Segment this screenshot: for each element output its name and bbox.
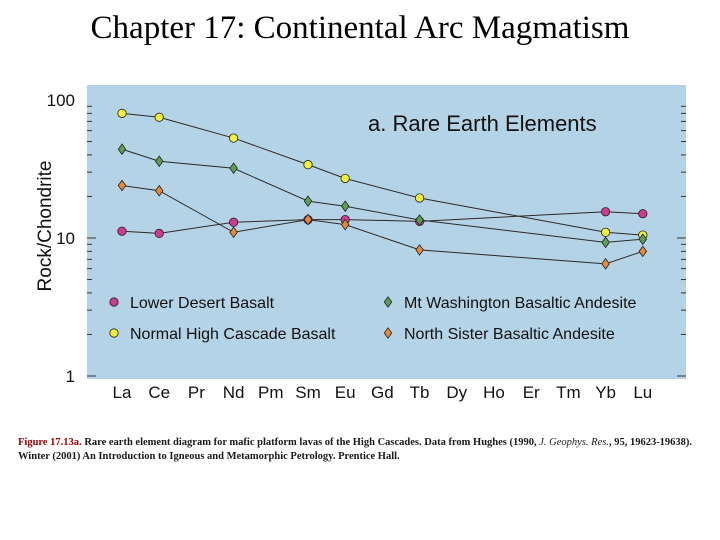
x-tick-label-la: La <box>113 383 132 402</box>
y-tick-label: 100 <box>47 91 75 110</box>
x-tick-label-ho: Ho <box>483 383 505 402</box>
x-tick-label-nd: Nd <box>223 383 245 402</box>
series-2-point-la <box>117 143 127 156</box>
series-0-point-lu <box>638 209 648 219</box>
series-line-1 <box>121 112 643 236</box>
series-2-point-lu <box>638 233 648 246</box>
x-tick-label-dy: Dy <box>446 383 467 402</box>
series-2-point-sm <box>303 195 313 208</box>
series-3-point-nd <box>229 226 238 239</box>
series-1-point-eu <box>340 173 350 184</box>
x-tick-label-tm: Tm <box>556 383 581 402</box>
caption-figure-label: Figure 17.13a. <box>18 437 82 448</box>
series-1-point-nd <box>229 133 239 143</box>
legend-label-3: North Sister Basaltic Andesite <box>404 326 615 343</box>
x-tick-label-eu: Eu <box>335 383 356 402</box>
legend-label-0: Lower Desert Basalt <box>130 295 275 312</box>
legend-marker-3 <box>383 327 393 339</box>
series-3-point-eu <box>340 218 350 231</box>
x-tick-label-lu: Lu <box>633 383 652 402</box>
slide-title: Chapter 17: Continental Arc Magmatism <box>90 10 630 46</box>
series-3-point-la <box>117 179 127 192</box>
caption-text-2: , 95, 19623-19638). Winter (2001) An Int… <box>18 437 693 462</box>
series-1-point-ce <box>154 112 164 122</box>
x-tick-label-tb: Tb <box>410 383 430 402</box>
ree-chart: 1 10 100 La Ce Pr Nd Pm Sm Eu Gd Tb Dy Ho Er Tm Yb Lu a.… <box>35 85 686 402</box>
series-1-point-sm <box>303 160 313 170</box>
series-3-point-yb <box>601 257 610 270</box>
x-axis-labels: La Ce Pr Nd Pm Sm Eu Gd Tb Dy Ho Er Tm Yb Lu <box>113 383 653 402</box>
series-3-point-tb <box>415 244 424 256</box>
series-2-point-nd <box>229 162 238 175</box>
series-3-point-lu <box>638 245 648 258</box>
series-3-point-sm <box>303 213 313 226</box>
series-line-0 <box>121 211 643 234</box>
caption-text-1: Rare earth element diagram for mafic pla… <box>81 437 540 448</box>
series-0-point-yb <box>600 207 611 217</box>
series-2-point-tb <box>415 214 424 226</box>
series-markers <box>117 108 648 270</box>
series-0-point-ce <box>154 228 164 238</box>
legend-label-2: Mt Washington Basaltic Andesite <box>404 295 637 312</box>
x-tick-label-ce: Ce <box>148 383 170 402</box>
legend: Lower Desert Basalt Normal High Cascade B… <box>109 295 637 343</box>
y-axis-label: Rock/Chondrite <box>35 161 56 292</box>
series-0-point-nd <box>229 217 239 227</box>
series-2-point-eu <box>340 200 350 213</box>
series-lines <box>121 112 643 265</box>
x-tick-label-pm: Pm <box>258 383 284 402</box>
series-1-point-yb <box>600 227 611 237</box>
x-tick-label-yb: Yb <box>595 383 616 402</box>
x-tick-label-gd: Gd <box>371 383 394 402</box>
x-tick-label-pr: Pr <box>188 383 205 402</box>
series-1-point-la <box>117 108 127 118</box>
series-line-2 <box>121 148 643 243</box>
legend-marker-1 <box>109 328 119 338</box>
series-2-point-yb <box>601 236 610 249</box>
series-0-point-la <box>117 226 127 236</box>
y-tick-label: 10 <box>56 229 75 248</box>
caption-journal: J. Geophys. Res. <box>539 437 609 448</box>
legend-marker-2 <box>383 296 393 308</box>
series-3-point-ce <box>154 184 164 197</box>
series-line-3 <box>121 185 643 265</box>
legend-label-1: Normal High Cascade Basalt <box>130 326 336 343</box>
chart-title: a. Rare Earth Elements <box>368 111 597 136</box>
y-axis: 1 10 100 <box>47 91 686 386</box>
x-tick-label-er: Er <box>523 383 540 402</box>
y-tick-label: 1 <box>66 367 75 386</box>
legend-marker-0 <box>109 297 119 307</box>
series-2-point-ce <box>154 155 164 168</box>
series-1-point-tb <box>414 193 425 203</box>
x-tick-label-sm: Sm <box>295 383 321 402</box>
figure-caption: Figure 17.13a. Rare earth element diagra… <box>18 436 708 464</box>
